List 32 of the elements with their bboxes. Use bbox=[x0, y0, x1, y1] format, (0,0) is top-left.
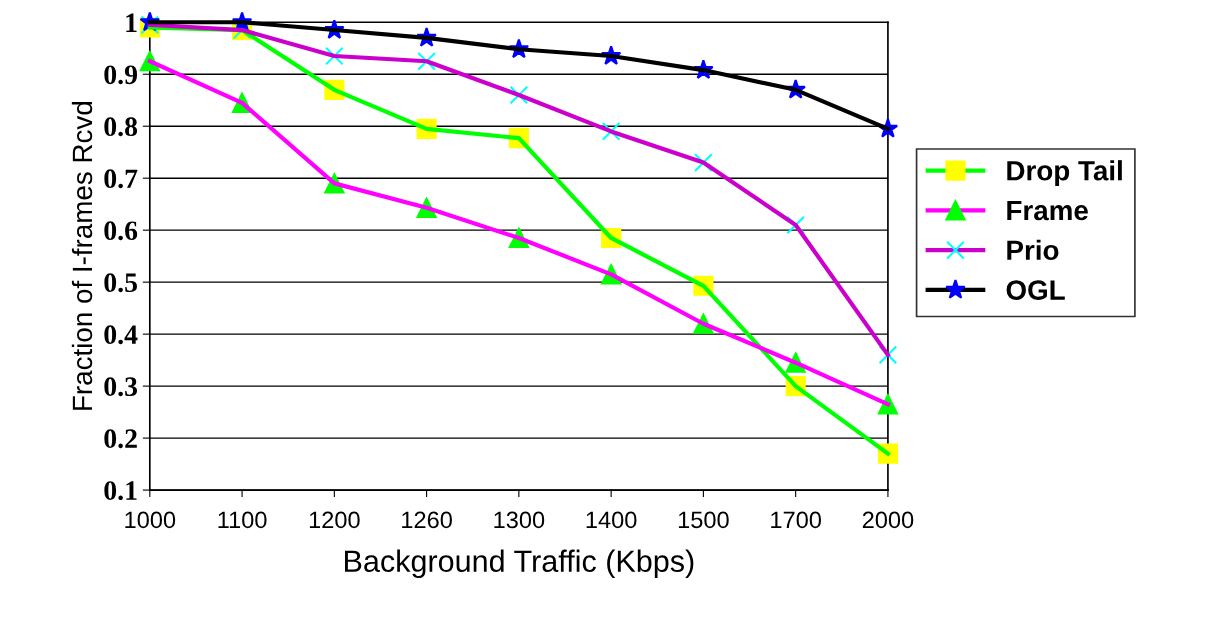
y-tick-label: 0.5 bbox=[104, 273, 137, 293]
y-tick-label: 1 bbox=[126, 13, 137, 32]
x-tick-label: 1100 bbox=[218, 511, 267, 529]
x-tick-label: 1260 bbox=[402, 511, 452, 529]
x-tick-label: 2000 bbox=[862, 511, 914, 529]
point bbox=[509, 85, 529, 105]
x-tick-label: 1500 bbox=[678, 511, 729, 529]
x-tick-label: 1200 bbox=[309, 511, 360, 529]
y-tick-label: 0.3 bbox=[104, 377, 138, 397]
legend-label: OGL bbox=[1006, 280, 1065, 300]
x-tick-label: 1400 bbox=[586, 511, 637, 529]
point bbox=[601, 122, 621, 141]
x-axis-title: Background Traffic (Kbps) bbox=[345, 549, 694, 579]
x-tick-label: 1700 bbox=[771, 511, 821, 529]
y-tick-label: 0.2 bbox=[104, 429, 137, 449]
point bbox=[324, 46, 344, 66]
y-tick-label: 0.1 bbox=[104, 481, 137, 501]
point bbox=[417, 51, 436, 71]
y-axis-title: Fraction of I-frames Rcvd bbox=[71, 102, 93, 410]
legend-label: Prio bbox=[1007, 239, 1059, 261]
point bbox=[694, 153, 713, 172]
y-tick-label: 0.7 bbox=[104, 169, 138, 189]
y-tick-label: 0.6 bbox=[104, 221, 138, 241]
y-tick-label: 0.4 bbox=[104, 325, 138, 345]
x-tick-label: 1000 bbox=[125, 511, 176, 529]
point bbox=[878, 345, 898, 365]
point bbox=[786, 215, 806, 235]
legend-label: Drop Tail bbox=[1007, 160, 1122, 187]
x-tick-label: 1300 bbox=[494, 511, 545, 529]
y-tick-label: 0.8 bbox=[104, 117, 138, 137]
legend-label: Frame bbox=[1007, 200, 1088, 221]
y-tick-label: 0.9 bbox=[104, 65, 138, 85]
